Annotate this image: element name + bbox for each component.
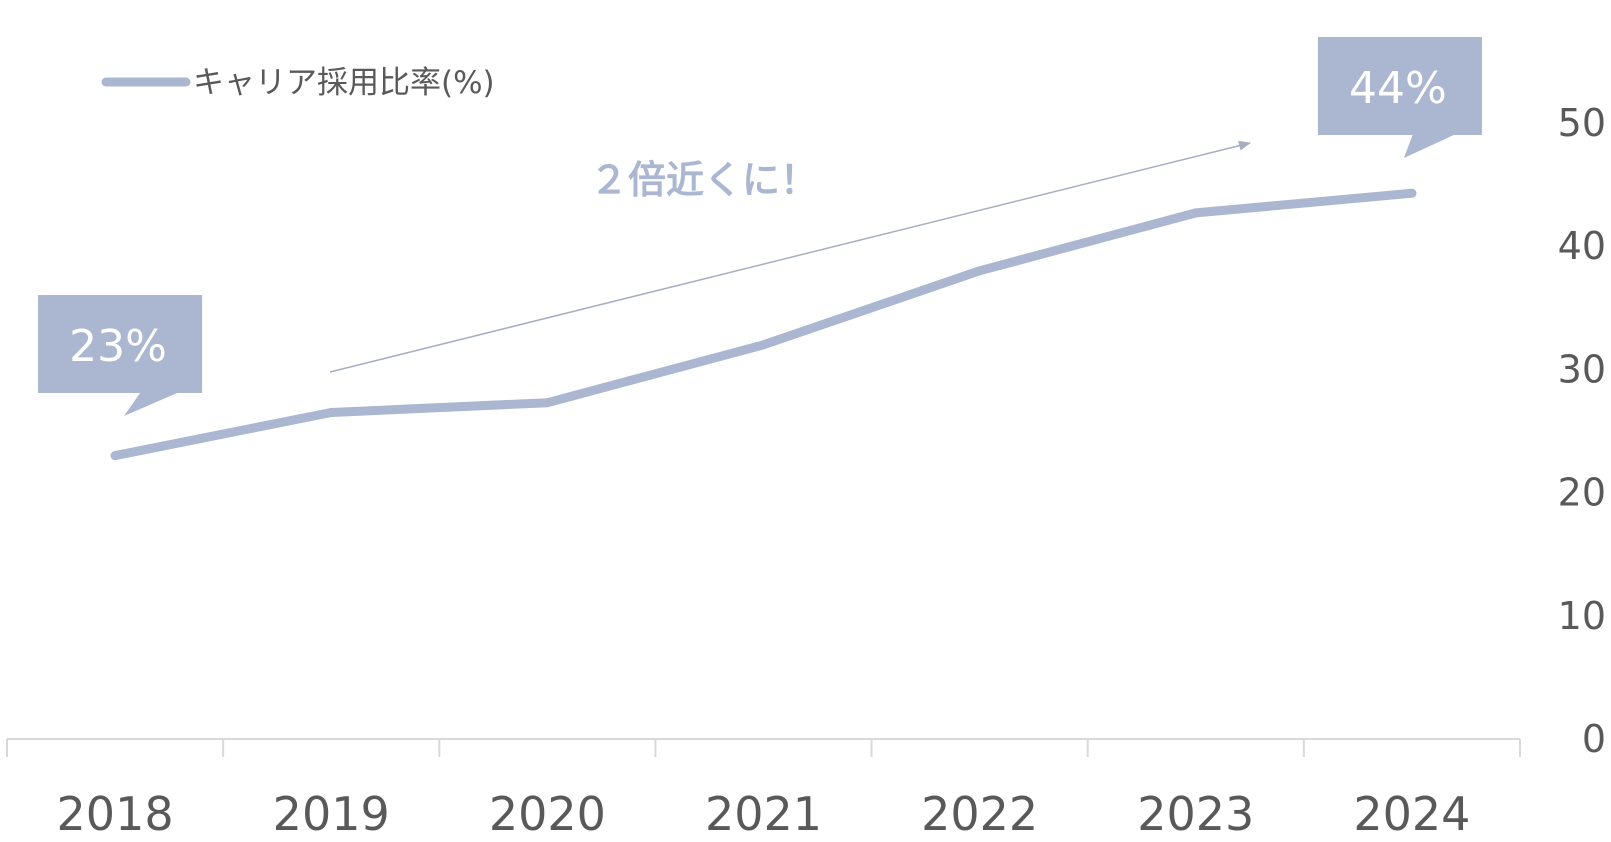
y-tick-label: 10 [1558,594,1606,638]
trend-annotation: ２倍近くに！ [590,158,818,202]
y-tick-label: 40 [1558,224,1606,268]
callout-label: 44% [1349,63,1447,114]
x-tick-label: 2021 [705,787,822,841]
x-tick-label: 2024 [1353,787,1470,841]
data-point [759,340,768,350]
trend-arrow [329,140,1251,373]
x-tick-label: 2018 [57,787,174,841]
callouts: 23% 44% [38,37,1482,416]
data-point [542,398,552,408]
x-axis: 2018 2019 2020 2021 2022 2023 2024 [6,738,1521,841]
data-point [110,451,120,461]
legend: キャリア採用比率(%) [101,65,495,101]
x-tick-label: 2022 [921,787,1038,841]
x-tick-label: 2020 [489,787,606,841]
callout-label: 23% [69,321,167,372]
callout-box [1317,37,1482,135]
y-tick-label: 50 [1558,101,1606,145]
data-point [975,266,985,276]
callout-2024: 44% [1317,37,1482,158]
legend-label: キャリア採用比率(%) [193,65,495,101]
x-tick-label: 2019 [273,787,390,841]
x-tick-label: 2023 [1137,787,1254,841]
data-point [1191,208,1201,218]
callout-tail [124,393,178,416]
callout-2018: 23% [38,295,203,416]
series-line-career-hiring-ratio [110,188,1417,461]
y-tick-label: 30 [1558,347,1606,391]
data-point [326,408,336,418]
callout-tail [1403,134,1456,158]
y-tick-label: 0 [1582,717,1606,761]
data-point [1407,188,1417,198]
y-axis: 0 10 20 30 40 50 [1558,101,1606,761]
y-tick-label: 20 [1558,471,1606,515]
callout-box [38,295,203,393]
